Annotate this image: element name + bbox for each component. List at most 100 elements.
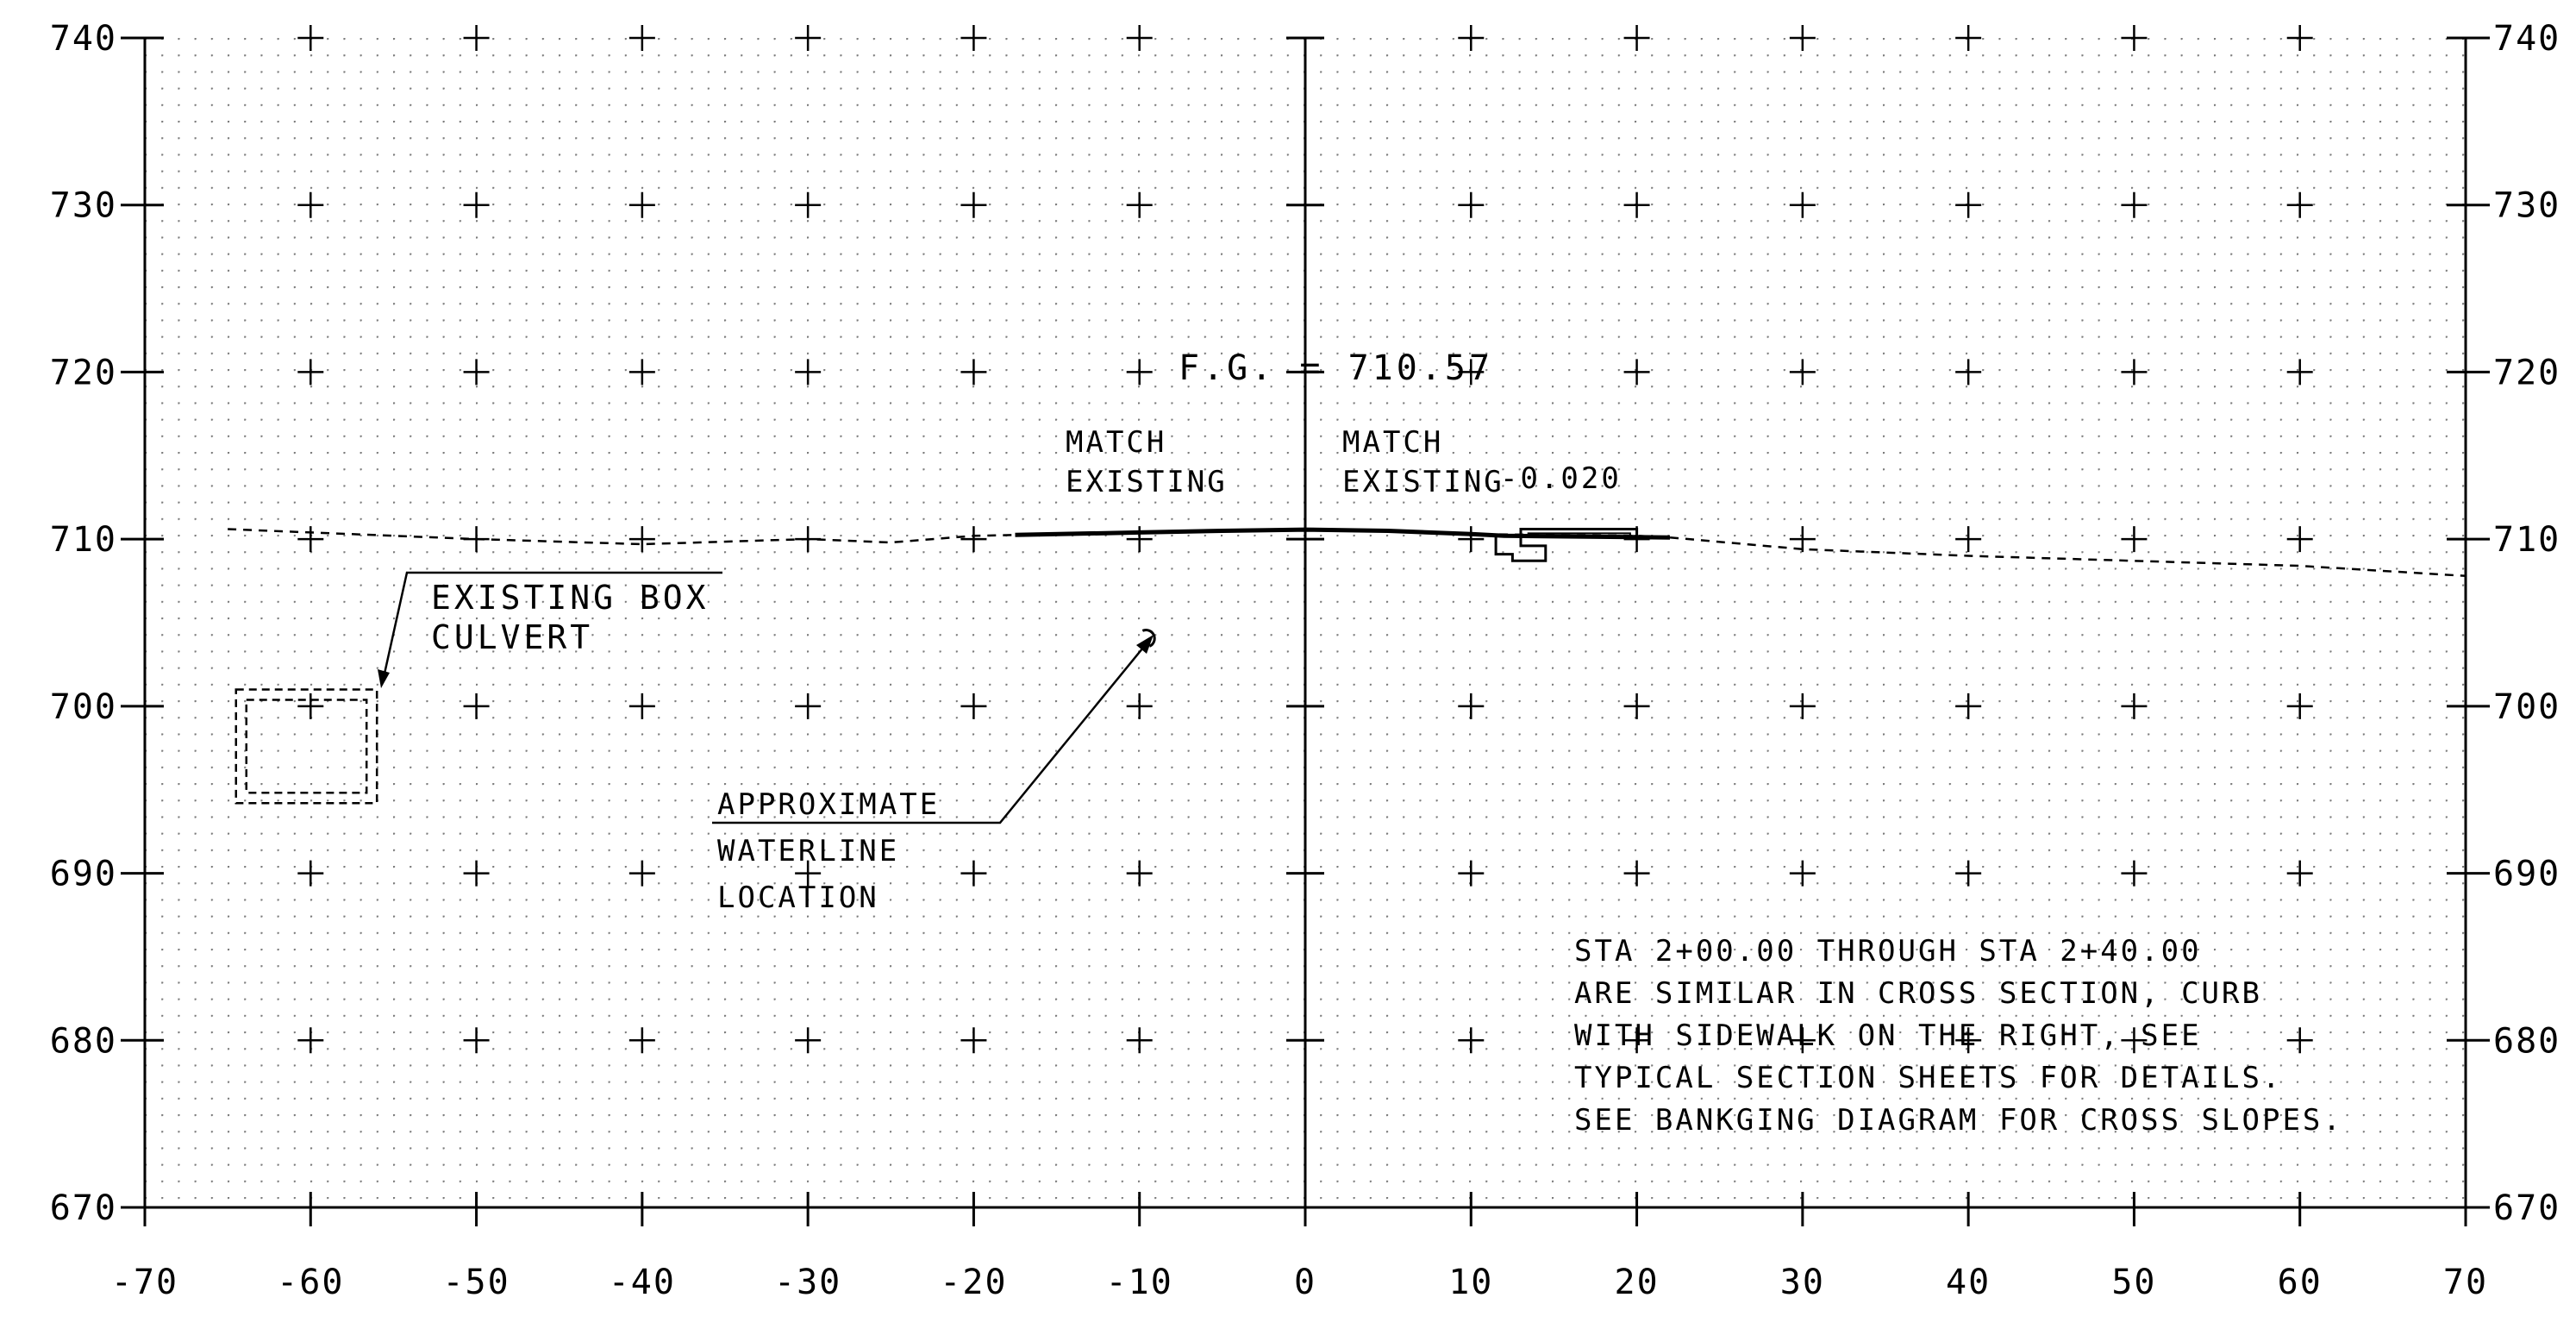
y-axis-labels-left: 670 680 690 700 710 720 730 740: [50, 19, 117, 1228]
x-axis-labels: -70 -60 -50 -40 -30 -20 -10 0 10 20 30 40 50 60 70: [111, 1263, 2488, 1302]
grid-cross: [1789, 860, 1816, 887]
grid-cross: [795, 860, 822, 887]
note-line: STA 2+00.00 THROUGH STA 2+40.00: [1574, 934, 2202, 969]
x-tick-label: 0: [1294, 1263, 1316, 1302]
grid-cross: [960, 1027, 987, 1054]
y-tick-label-right: 700: [2493, 687, 2560, 727]
y-tick-label-right: 730: [2493, 186, 2560, 226]
grid-cross: [1126, 191, 1153, 218]
grid-cross: [1623, 191, 1650, 218]
grid-cross: [1458, 526, 1485, 553]
grid-cross: [1623, 1027, 1650, 1054]
x-tick-label: 50: [2111, 1263, 2156, 1302]
grid-cross: [1789, 191, 1816, 218]
grid-cross: [2286, 25, 2313, 51]
grid-cross: [297, 25, 324, 51]
waterline-label-line2: WATERLINE: [717, 834, 899, 868]
grid-cross: [1955, 526, 1982, 553]
grid-cross: [1458, 860, 1485, 887]
grid-cross: [2286, 191, 2313, 218]
grid-cross: [463, 693, 490, 719]
x-tick-label: 20: [1614, 1263, 1659, 1302]
y-tick-label-left: 670: [50, 1188, 117, 1228]
grid-cross: [297, 191, 324, 218]
grid-cross: [1955, 191, 1982, 218]
grid-cross: [1623, 359, 1650, 386]
grid-cross: [463, 860, 490, 887]
finished-grade-label: F.G. = 710.57: [1179, 348, 1493, 388]
grid-cross: [2121, 191, 2148, 218]
y-tick-label-left: 680: [50, 1021, 117, 1061]
grid-cross: [1955, 693, 1982, 719]
plot-frame: [121, 36, 2490, 1226]
grid-cross: [1623, 860, 1650, 887]
waterline-leader-arrow: [1136, 635, 1154, 654]
grid-cross: [2121, 860, 2148, 887]
culvert-label-line2: CULVERT: [431, 618, 593, 656]
grid-cross: [2121, 359, 2148, 386]
x-tick-label: 10: [1448, 1263, 1493, 1302]
x-tick-label: 70: [2443, 1263, 2488, 1302]
grid-cross: [1126, 693, 1153, 719]
grid-cross: [795, 191, 822, 218]
culvert-outer-outline: [234, 688, 378, 805]
grid-cross: [2286, 526, 2313, 553]
grid-cross: [1458, 693, 1485, 719]
cross-slope-label: -0.020: [1500, 461, 1622, 496]
x-tick-label: -40: [609, 1263, 676, 1302]
grid-cross: [1955, 359, 1982, 386]
grid-cross: [1458, 25, 1485, 51]
grid-cross: [297, 526, 324, 553]
grid-cross: [628, 693, 655, 719]
y-tick-label-left: 690: [50, 855, 117, 894]
y-tick-label-right: 690: [2493, 855, 2560, 894]
curb-sidewalk-inner: [1527, 532, 1631, 537]
match-existing-left-line2: EXISTING: [1066, 465, 1228, 499]
x-tick-label: -20: [940, 1263, 1007, 1302]
grid-cross: [1789, 526, 1816, 553]
culvert-label-line1: EXISTING BOX: [431, 579, 710, 617]
grid-cross: [795, 359, 822, 386]
match-existing-right-line2: EXISTING: [1342, 465, 1504, 499]
x-tick-label: -10: [1106, 1263, 1173, 1302]
x-tick-label: -60: [277, 1263, 344, 1302]
grid-cross: [1955, 1027, 1982, 1054]
grid-cross: [297, 693, 324, 719]
waterline-label-line1: APPROXIMATE: [717, 787, 940, 822]
note-line: WITH SIDEWALK ON THE RIGHT, SEE: [1574, 1019, 2202, 1053]
y-tick-label-right: 720: [2493, 353, 2560, 392]
note-line: ARE SIMILAR IN CROSS SECTION, CURB: [1574, 976, 2262, 1011]
grid-cross: [1955, 860, 1982, 887]
y-tick-label-left: 730: [50, 186, 117, 226]
grid-cross: [795, 25, 822, 51]
y-tick-label-left: 740: [50, 19, 117, 59]
grid-cross: [2121, 1027, 2148, 1054]
grid-cross: [1789, 693, 1816, 719]
y-tick-label-right: 710: [2493, 520, 2560, 560]
grid-cross: [463, 25, 490, 51]
grid-cross: [1623, 693, 1650, 719]
grid-cross: [1126, 1027, 1153, 1054]
grid-cross: [463, 359, 490, 386]
y-tick-label-left: 700: [50, 687, 117, 727]
grid-cross: [463, 1027, 490, 1054]
culvert-leader-arrow: [378, 669, 390, 688]
y-tick-label-right: 680: [2493, 1021, 2560, 1061]
grid-cross: [2286, 693, 2313, 719]
y-tick-label-right: 740: [2493, 19, 2560, 59]
grid-cross: [795, 1027, 822, 1054]
note-line: SEE BANKGING DIAGRAM FOR CROSS SLOPES.: [1574, 1103, 2343, 1138]
grid-cross: [1126, 860, 1153, 887]
x-tick-label: 40: [1946, 1263, 1991, 1302]
grid-cross: [960, 25, 987, 51]
y-tick-label-left: 710: [50, 520, 117, 560]
x-tick-label: -30: [774, 1263, 841, 1302]
x-tick-label: 30: [1780, 1263, 1825, 1302]
grid-cross: [463, 191, 490, 218]
grid-cross: [1955, 25, 1982, 51]
grid-cross: [297, 359, 324, 386]
grid-cross: [2286, 359, 2313, 386]
x-tick-label: 60: [2278, 1263, 2323, 1302]
grid-cross: [960, 693, 987, 719]
